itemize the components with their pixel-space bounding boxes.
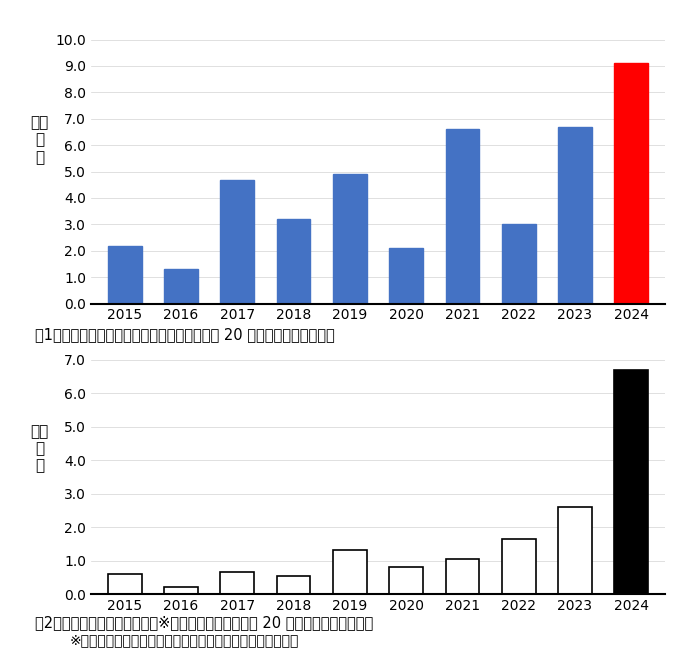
Bar [164,269,198,304]
Bar [333,550,367,594]
Y-axis label: 捕獲
虫
数: 捕獲 虫 数 [30,424,48,474]
Text: ※ホソハリカメムシ、イネカメムシ、クモヘリカメムシなど: ※ホソハリカメムシ、イネカメムシ、クモヘリカメムシなど [70,634,300,647]
Bar [558,127,591,304]
Bar [615,370,648,594]
Bar [276,219,311,304]
Bar [108,574,141,594]
Y-axis label: 捕獲
蔵
数: 捕獲 蔵 数 [30,115,48,165]
Bar [220,572,254,594]
Bar [615,63,648,304]
Bar [558,507,591,594]
Bar [502,224,536,304]
Bar [276,576,311,594]
Text: 図2　大型の斑点米カメムシ類※の平均捕獲虫数（水田 20 回振り７月下旬調査）: 図2 大型の斑点米カメムシ類※の平均捕獲虫数（水田 20 回振り７月下旬調査） [35,615,373,630]
Bar [220,180,254,304]
Bar [445,559,480,594]
Bar [445,129,480,304]
Bar [389,566,423,594]
Text: 図1　斑点米カメムシ類の平均捕獲虫数（水田 20 回振り７月下旬調査）: 図1 斑点米カメムシ類の平均捕獲虫数（水田 20 回振り７月下旬調査） [35,327,335,342]
Bar [333,174,367,304]
Bar [108,246,141,304]
Bar [164,587,198,594]
Bar [502,539,536,594]
Bar [389,248,423,304]
